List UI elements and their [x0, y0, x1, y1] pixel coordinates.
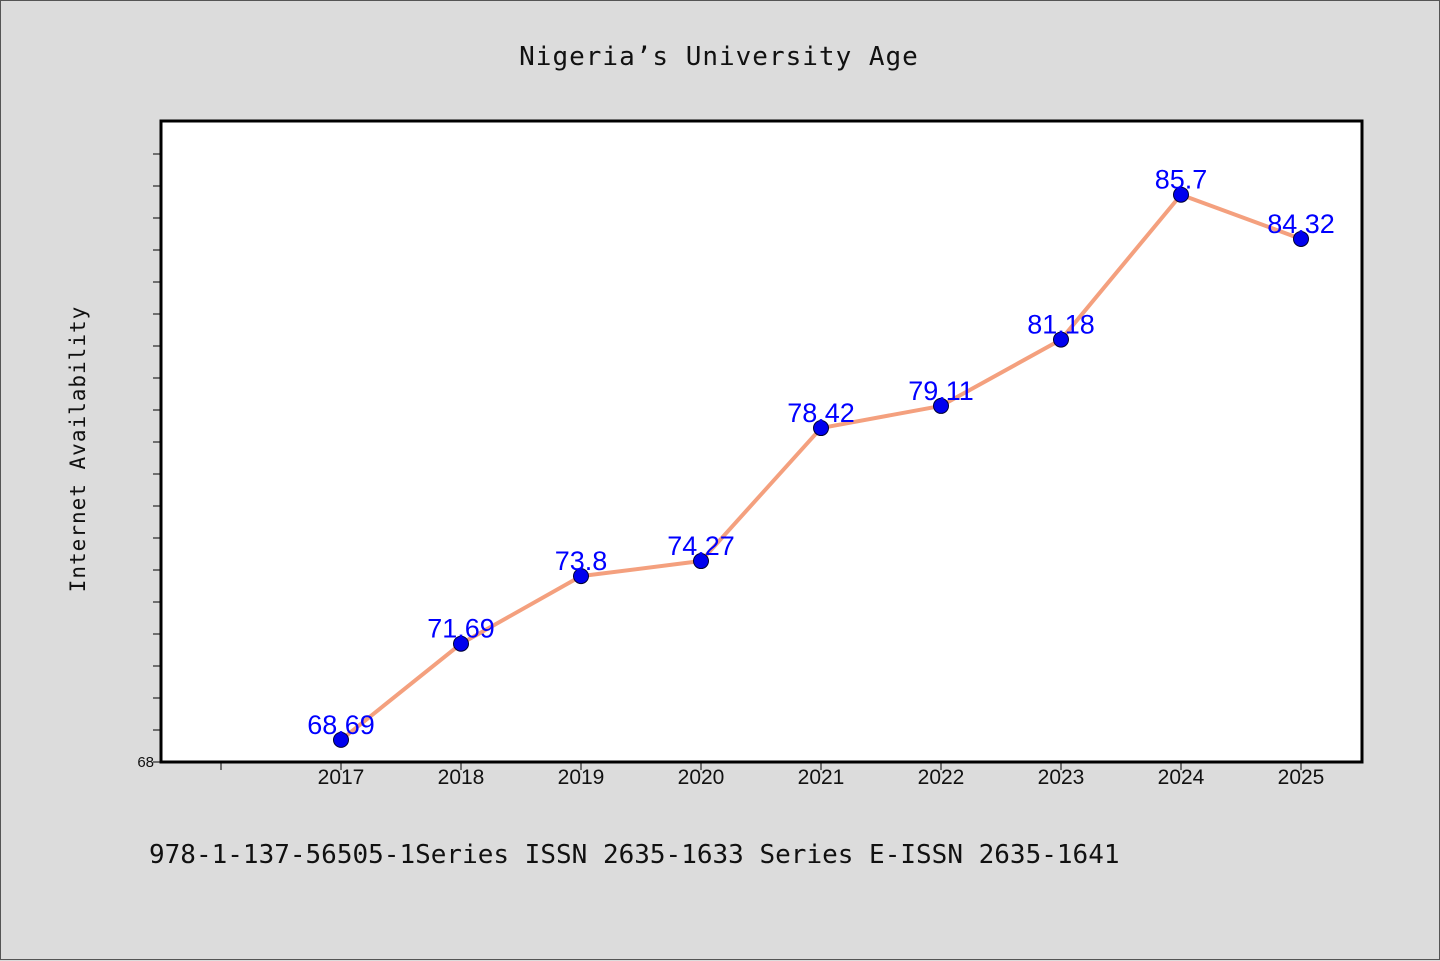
data-label: 71.69 — [427, 614, 495, 644]
data-point — [573, 568, 589, 585]
data-point — [333, 731, 349, 748]
data-point — [933, 397, 949, 414]
y-tick-label: 68 — [137, 754, 154, 771]
data-point — [453, 635, 469, 652]
data-point — [1293, 230, 1309, 247]
x-tick-label: 2025 — [1278, 766, 1325, 789]
footer-isbn-text: 978-1-137-56505-1Series ISSN 2635-1633 S… — [149, 840, 1120, 870]
x-tick-label: 2024 — [1158, 766, 1205, 789]
y-axis-label: Internet Availability — [66, 306, 90, 593]
data-label: 68.69 — [307, 710, 375, 740]
data-point — [1173, 186, 1189, 203]
data-point — [813, 420, 829, 437]
x-tick-label: 2023 — [1038, 766, 1085, 789]
data-point — [693, 553, 709, 570]
series-points-group — [333, 186, 1309, 748]
x-tick-label: 2018 — [438, 766, 485, 789]
data-label: 78.42 — [787, 398, 855, 428]
x-tick-label: 2017 — [318, 766, 365, 789]
data-label: 79.11 — [908, 376, 974, 406]
x-tick-label: 2020 — [678, 766, 725, 789]
chart-title: Nigeria’s University Age — [519, 42, 919, 72]
y-axis-ticks: 68 — [137, 153, 161, 771]
plot-area — [159, 119, 1364, 764]
x-tick-label: 2022 — [918, 766, 965, 789]
data-label: 81.18 — [1027, 310, 1095, 340]
data-label: 85.7 — [1155, 165, 1208, 195]
data-point — [1053, 331, 1069, 348]
data-label: 84.32 — [1267, 209, 1335, 239]
data-label: 73.8 — [555, 546, 608, 576]
x-tick-label: 2021 — [798, 766, 845, 789]
x-axis-ticks: 2017 2018 2019 2020 2021 2022 2023 2024 2025 — [220, 762, 1325, 789]
x-tick-label: 2019 — [558, 766, 605, 789]
data-labels-group: 68.69 71.69 73.8 74.27 78.42 79.11 81.18 85.7 84… — [307, 165, 1335, 740]
data-label: 74.27 — [667, 531, 735, 561]
